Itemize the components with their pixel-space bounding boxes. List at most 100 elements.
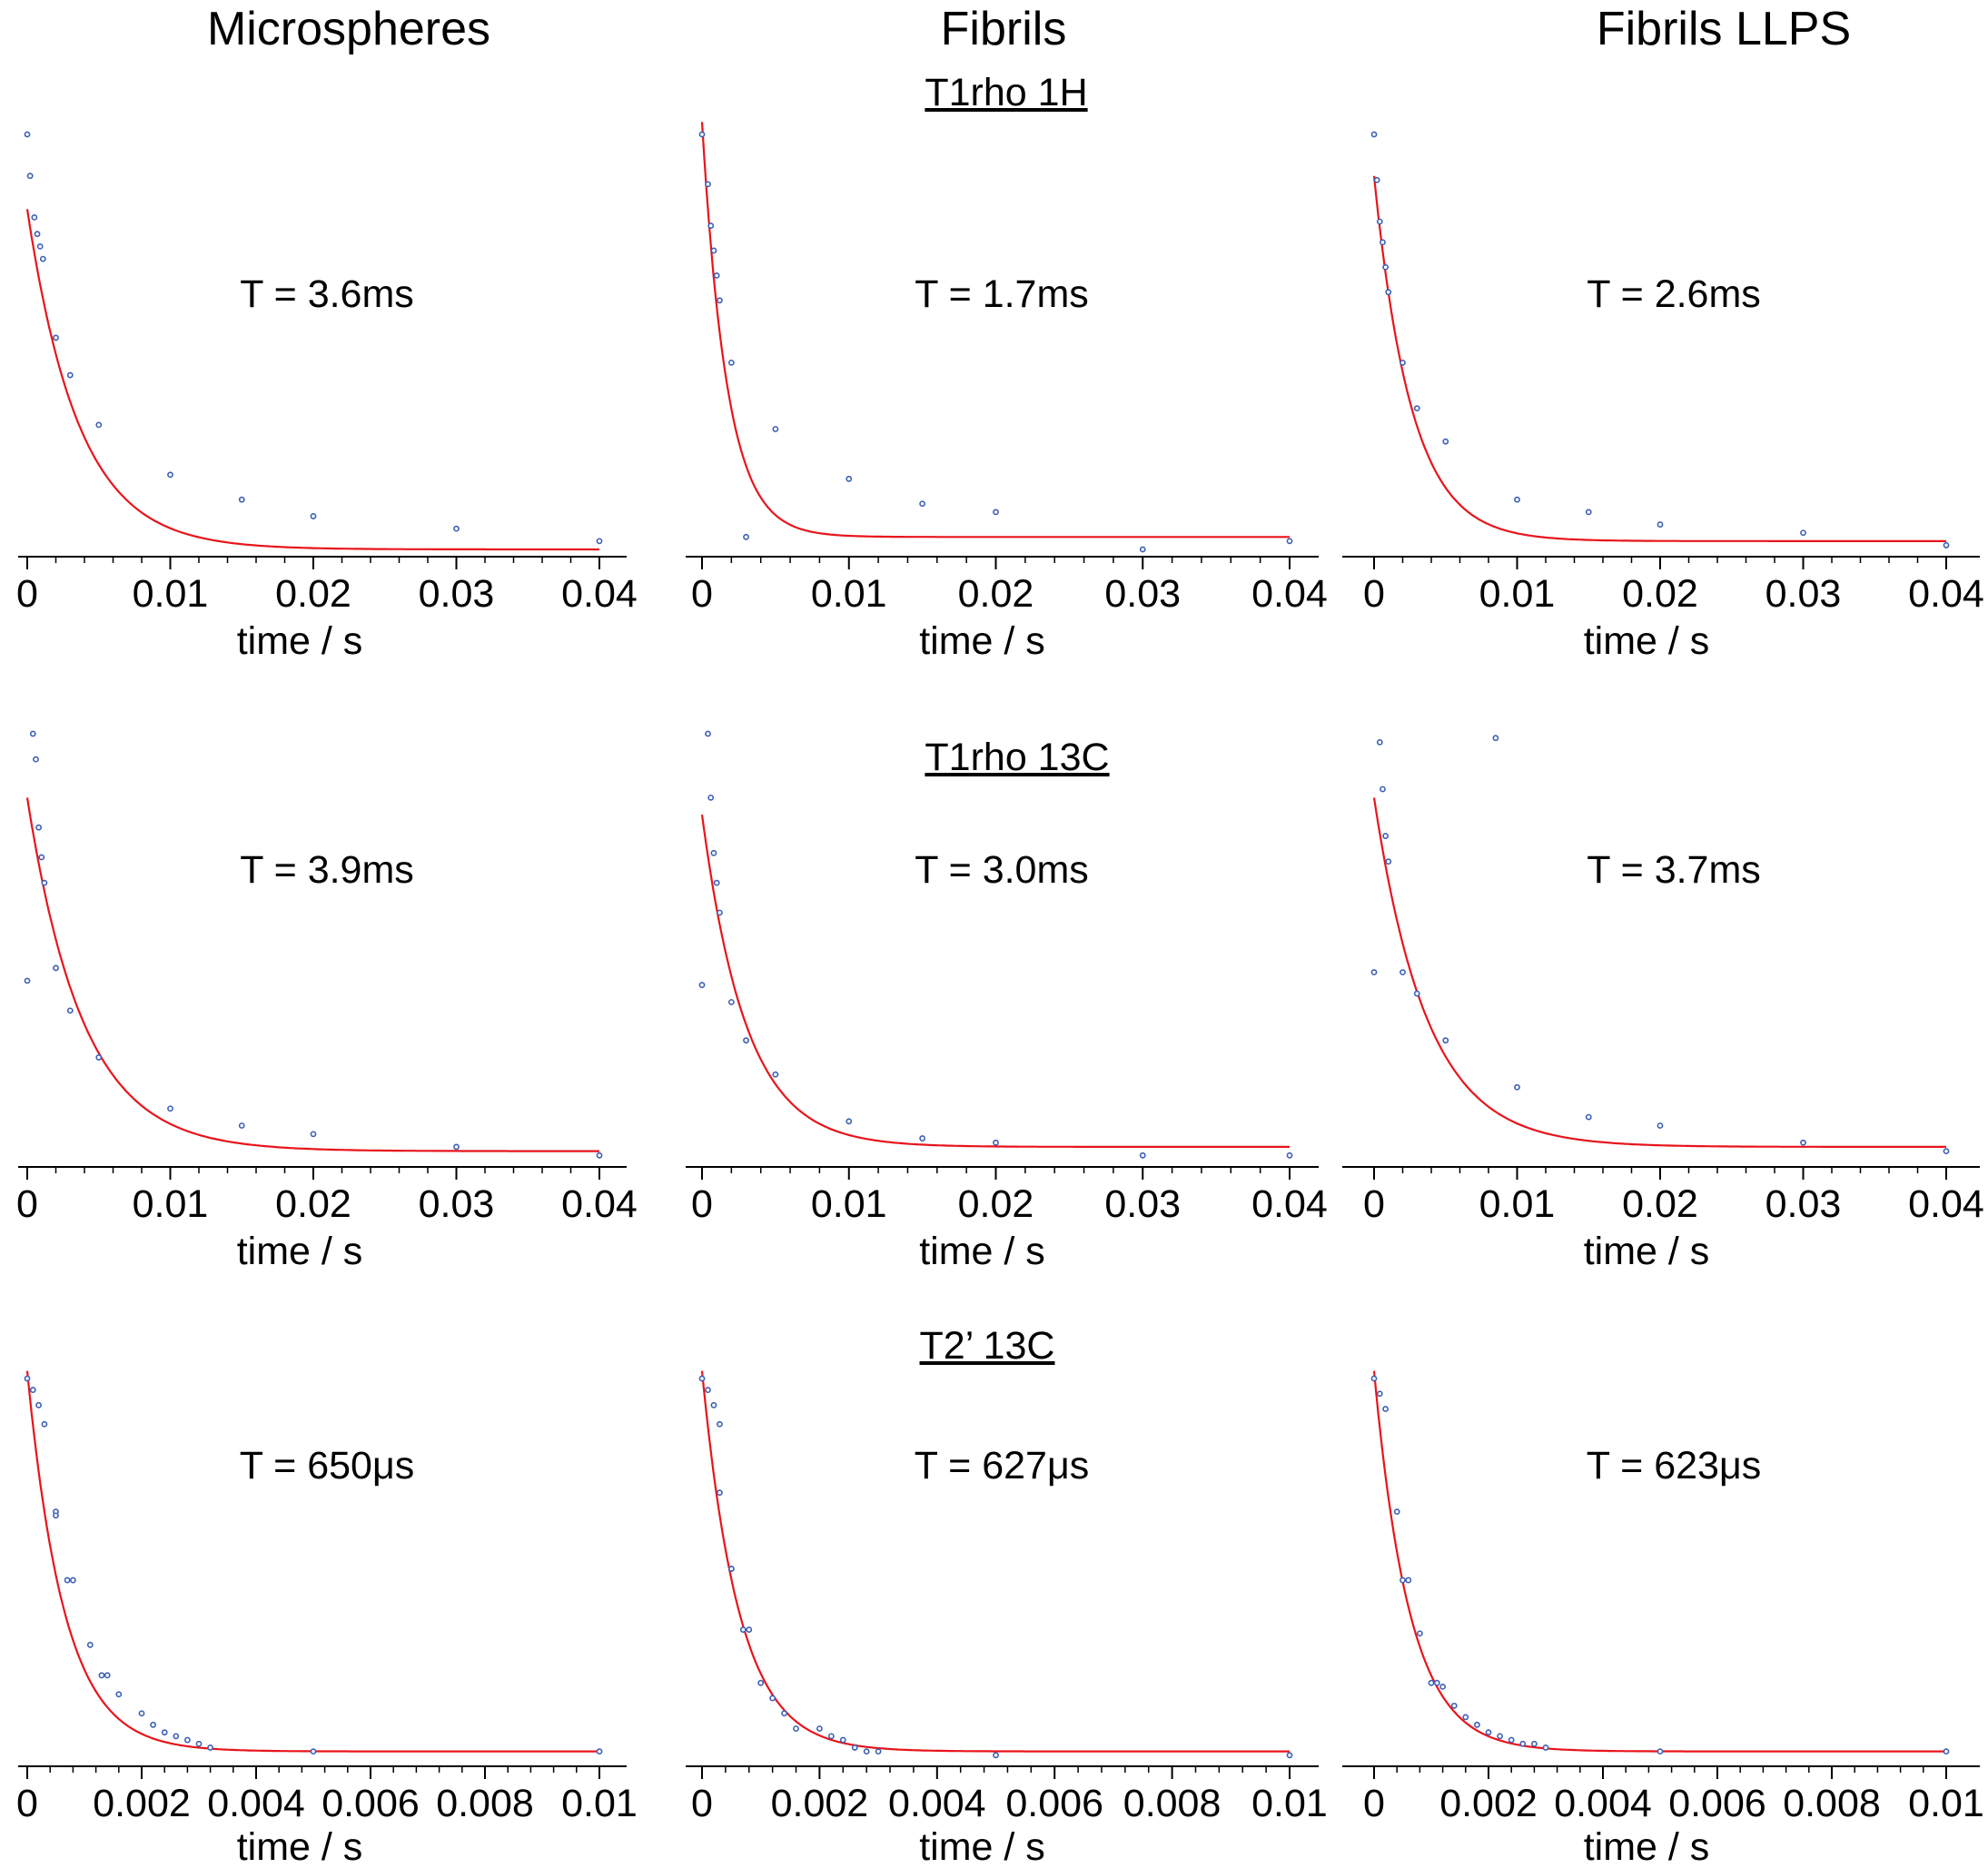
row-title-t1rho-1h: T1rho 1H: [925, 71, 1088, 114]
x-tick-label: 0.04: [1908, 572, 1984, 616]
panel-group: 0 0.01 0.02 0.03 0.04 time / s T = 3.9ms: [16, 730, 638, 1273]
x-axis-label: time / s: [919, 1230, 1045, 1273]
data-point: [1376, 738, 1383, 746]
data-point: [38, 854, 45, 861]
data-point: [53, 334, 59, 341]
x-tick-label: 0: [691, 572, 713, 616]
data-point: [1800, 529, 1806, 537]
data-point: [1585, 509, 1592, 516]
data-point: [1400, 969, 1406, 976]
data-point: [1462, 1714, 1469, 1721]
relaxation-time-label: T = 650μs: [240, 1444, 415, 1487]
data-point: [86, 1641, 94, 1648]
data-point: [41, 879, 48, 886]
x-tick-label: 0.04: [561, 1182, 638, 1226]
data-point: [115, 1691, 123, 1698]
data-point: [1139, 546, 1146, 553]
data-point: [705, 1387, 711, 1393]
data-point: [1400, 359, 1406, 366]
data-point: [1492, 735, 1499, 742]
row-title-t2-13c: T2’ 13C: [919, 1324, 1055, 1368]
fit-curve: [1372, 175, 1946, 542]
data-point: [310, 1748, 317, 1755]
data-point: [596, 538, 603, 545]
data-point: [1657, 1122, 1664, 1129]
data-point: [24, 977, 31, 984]
data-point: [707, 794, 715, 801]
x-tick-label: 0.01: [811, 572, 887, 616]
data-point: [104, 1672, 111, 1679]
data-point: [707, 222, 715, 229]
data-point: [1376, 218, 1383, 225]
data-point: [827, 1733, 835, 1740]
data-point: [1943, 542, 1950, 549]
x-tick-label: 0: [1363, 572, 1385, 616]
x-tick-label: 0.02: [958, 1182, 1034, 1226]
x-tick-label: 0.01: [811, 1182, 887, 1226]
data-point: [757, 1679, 765, 1686]
data-point: [33, 756, 39, 763]
data-point: [710, 247, 717, 254]
data-point: [35, 824, 42, 831]
data-point: [727, 999, 735, 1005]
data-point: [717, 909, 723, 916]
panel-group: 0 0.01 0.02 0.03 0.04 time / s T = 3.6ms: [16, 131, 638, 663]
panel-group: 0 0.002 0.004 0.006 0.008 0.01 time / s T = 623…: [1342, 1370, 1984, 1868]
panel-group: 0 0.002 0.004 0.006 0.008 0.01 time / s T = 650…: [16, 1370, 638, 1868]
data-point: [24, 1375, 31, 1382]
data-point: [743, 533, 749, 540]
fit-curve: [25, 797, 599, 1152]
data-point: [772, 1071, 779, 1078]
x-tick-label: 0.004: [1554, 1782, 1652, 1825]
data-point: [698, 1375, 706, 1382]
x-axis-label: time / s: [1584, 1230, 1710, 1273]
x-tick-label: 0: [1363, 1782, 1385, 1825]
x-tick-label: 0: [691, 1782, 713, 1825]
data-point: [1382, 263, 1389, 271]
data-point: [1139, 1151, 1146, 1159]
data-point: [596, 1151, 603, 1159]
data-point: [95, 1054, 103, 1061]
data-point: [1286, 538, 1293, 545]
relaxation-time-label: T = 627μs: [915, 1444, 1090, 1487]
x-tick-label: 0.002: [771, 1782, 869, 1825]
data-point: [1943, 1148, 1950, 1155]
relaxation-time-label: T = 3.9ms: [240, 848, 414, 892]
x-axis-label: time / s: [1584, 619, 1710, 663]
x-tick-label: 0.002: [1439, 1782, 1538, 1825]
data-point: [66, 1007, 74, 1014]
data-point: [138, 1710, 145, 1717]
data-point: [1373, 176, 1380, 183]
relaxation-time-label: T = 3.0ms: [915, 848, 1089, 892]
data-point: [698, 131, 706, 138]
x-tick-label: 0.01: [133, 1182, 209, 1226]
relaxation-time-label: T = 2.6ms: [1587, 272, 1761, 316]
x-tick-label: 0.008: [1123, 1782, 1221, 1825]
data-point: [713, 272, 720, 279]
x-axis-label: time / s: [237, 1825, 363, 1868]
data-point: [816, 1725, 823, 1732]
x-tick-label: 0.008: [1783, 1782, 1881, 1825]
data-point: [29, 1387, 36, 1393]
x-tick-label: 0.03: [1765, 1182, 1842, 1226]
x-tick-label: 0.01: [561, 1782, 638, 1825]
data-point: [39, 255, 46, 262]
data-point: [993, 509, 999, 516]
column-title-fibrils: Fibrils: [940, 3, 1067, 55]
data-point: [1519, 1740, 1527, 1747]
data-point: [993, 1752, 999, 1759]
data-point: [66, 371, 74, 379]
data-point: [839, 1736, 846, 1744]
x-axis-label: time / s: [237, 1230, 363, 1273]
data-point: [1439, 1683, 1446, 1690]
panel-group: 0 0.01 0.02 0.03 0.04 time / s T = 3.0ms: [686, 730, 1328, 1273]
panel-group: 0 0.01 0.02 0.03 0.04 time / s T = 3.7ms: [1342, 735, 1984, 1273]
data-point: [1943, 1748, 1950, 1755]
data-point: [1450, 1702, 1458, 1709]
data-point: [24, 131, 31, 138]
x-tick-label: 0.004: [207, 1782, 305, 1825]
x-tick-label: 0: [691, 1182, 713, 1226]
x-tick-label: 0.04: [1251, 1182, 1328, 1226]
fit-curve: [700, 122, 1290, 539]
data-point: [453, 1143, 460, 1151]
